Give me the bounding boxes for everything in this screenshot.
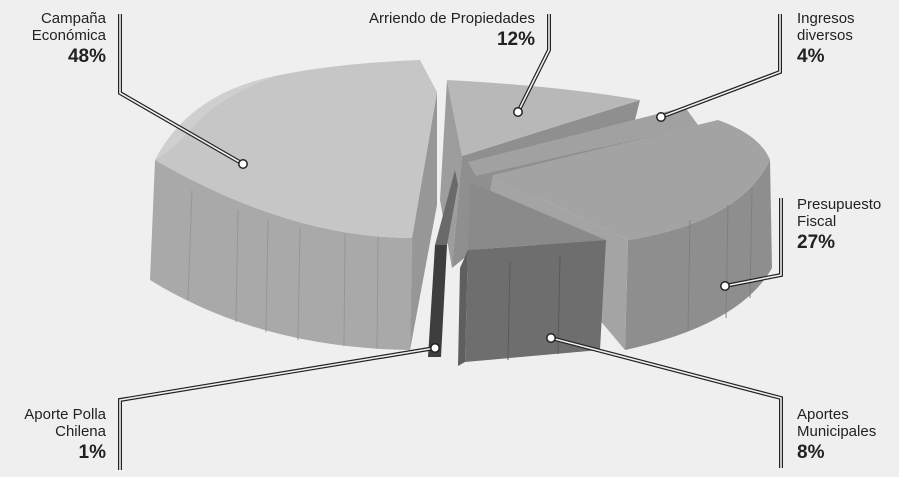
dot-campana (238, 159, 248, 169)
label-name-line: Aporte Polla (24, 406, 106, 423)
label-percent: 1% (78, 442, 106, 463)
slice-aportes-municipales (458, 182, 606, 366)
label-arriendo-propiedades: Arriendo de Propiedades 12% (369, 10, 535, 51)
leader-polla (118, 346, 436, 470)
label-name-line: Presupuesto (797, 196, 882, 213)
label-presupuesto-fiscal: Presupuesto Fiscal 27% (797, 196, 881, 254)
slice-campana-economica (150, 60, 437, 350)
label-name-line: diversos (797, 27, 853, 44)
label-name-line: Económica (31, 27, 106, 44)
label-name-line: Arriendo de Propiedades (369, 10, 535, 27)
dot-presupuesto (720, 281, 730, 291)
leader-municipales (550, 336, 783, 468)
slice-aporte-polla-chilena (428, 170, 458, 357)
label-name-line: Campaña (40, 10, 106, 27)
dot-polla (430, 343, 440, 353)
label-percent: 12% (496, 29, 535, 50)
label-campana-economica: Campaña Económica 48% (32, 10, 106, 68)
label-percent: 8% (797, 442, 825, 463)
leader-ingresos (660, 14, 782, 119)
label-percent: 4% (797, 46, 825, 67)
label-percent: 27% (797, 232, 836, 253)
label-name-line: Fiscal (797, 213, 837, 230)
dot-ingresos (656, 112, 666, 122)
dot-municipales (546, 333, 556, 343)
label-aportes-municipales: Aportes Municipales 8% (797, 406, 876, 464)
label-name-line: Municipales (797, 423, 877, 440)
label-ingresos-diversos: Ingresos diversos 4% (797, 10, 855, 68)
label-percent: 48% (67, 46, 106, 67)
label-aporte-polla-chilena: Aporte Polla Chilena 1% (24, 406, 106, 464)
dot-arriendo (513, 107, 523, 117)
label-name-line: Ingresos (797, 10, 855, 27)
label-name-line: Aportes (797, 406, 849, 423)
label-name-line: Chilena (55, 423, 106, 440)
